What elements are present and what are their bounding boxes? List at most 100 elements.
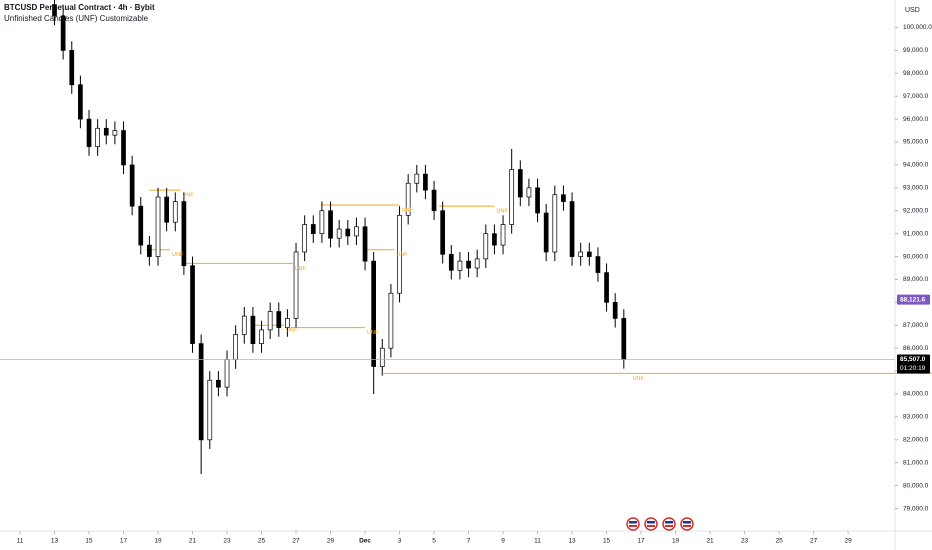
countdown: 01:20:19	[900, 365, 926, 372]
unf-label: UNF	[182, 193, 194, 199]
candle-body	[569, 201, 575, 257]
candle-body	[259, 329, 264, 344]
candle-body	[474, 258, 480, 269]
x-tick-label: 13	[51, 538, 59, 545]
candle-body	[60, 15, 66, 51]
candle-body	[52, 4, 57, 17]
unf-label: UNF	[172, 252, 184, 258]
x-tick-label: 19	[672, 538, 680, 545]
candle-body	[440, 210, 446, 255]
x-tick-label: 19	[154, 538, 162, 545]
candle-body	[379, 347, 385, 367]
x-tick-label: 23	[741, 538, 749, 545]
y-tick-label: 89,000.0	[903, 276, 929, 283]
y-tick-label: 95,000.0	[903, 139, 929, 146]
y-tick-label: 100,000.0	[903, 24, 932, 31]
candle-body	[371, 260, 377, 367]
marker-label: 88,121.6	[900, 296, 926, 303]
candle-body	[190, 265, 195, 344]
candle-body	[543, 212, 549, 253]
candle-body	[483, 233, 489, 260]
candle-body	[69, 50, 75, 86]
x-tick-label: 25	[258, 538, 266, 545]
unf-label: UNF	[295, 266, 307, 272]
y-tick-label: 92,000.0	[903, 207, 929, 214]
candle-body	[138, 205, 144, 246]
y-tick-label: 84,000.0	[903, 391, 929, 398]
x-tick-label: 17	[637, 538, 645, 545]
unf-label: UNF	[633, 376, 645, 382]
candle-body	[328, 210, 333, 239]
x-tick-label: 5	[432, 538, 436, 545]
candle-body	[95, 127, 100, 147]
candle-body	[302, 224, 308, 253]
candle-body	[267, 311, 273, 331]
candle-body	[250, 315, 256, 344]
candle-body	[612, 302, 618, 319]
candle-body	[517, 169, 523, 198]
candle-body	[86, 118, 92, 147]
y-tick-label: 80,000.0	[903, 482, 929, 489]
candle-body	[216, 379, 221, 388]
candle-body	[310, 224, 316, 235]
last-price-label: 85,507.0	[900, 356, 926, 363]
y-tick-label: 82,000.0	[903, 437, 929, 444]
x-tick-label: 9	[501, 538, 505, 545]
candle-body	[241, 315, 247, 335]
x-tick-label: 15	[603, 538, 611, 545]
y-tick-label: 94,000.0	[903, 162, 929, 169]
candle-body	[181, 201, 187, 267]
candle-body	[414, 173, 420, 184]
marker-label-bg	[897, 294, 930, 305]
indicator-name: Unfinished Candles (UNF) Customizable	[4, 14, 149, 23]
y-tick-label: 86,000.0	[903, 345, 929, 352]
candle-body	[431, 189, 437, 212]
x-tick-label: 17	[120, 538, 128, 545]
candle-body	[621, 318, 627, 360]
x-tick-label: 21	[189, 538, 197, 545]
candle-body	[155, 196, 161, 257]
currency: USD	[905, 7, 920, 14]
candle-body	[457, 260, 463, 271]
x-tick-label: 29	[844, 538, 852, 545]
unf-label: UNF	[496, 209, 508, 215]
x-tick-label: 15	[85, 538, 93, 545]
y-tick-label: 81,000.0	[903, 459, 929, 466]
unf-label: UNF	[367, 330, 379, 336]
candle-body	[500, 224, 506, 246]
candle-body	[448, 253, 454, 271]
candle-body	[405, 182, 411, 216]
candle-body	[103, 127, 109, 136]
candle-body	[492, 233, 497, 246]
plot-area	[52, 0, 627, 475]
candle-body	[509, 169, 515, 225]
candle-body	[233, 334, 239, 360]
y-tick-label: 98,000.0	[903, 70, 929, 77]
candle-body	[552, 194, 558, 253]
x-tick-label: 27	[292, 538, 300, 545]
candle-body	[285, 318, 290, 328]
candle-body	[397, 214, 402, 294]
x-tick-label: 11	[534, 538, 541, 545]
candle-body	[466, 260, 471, 269]
candle-body	[586, 251, 592, 257]
candle-body	[388, 292, 394, 349]
y-tick-label: 99,000.0	[903, 47, 929, 54]
candle-body	[526, 187, 532, 198]
candle-body	[345, 228, 351, 237]
candle-body	[319, 210, 325, 235]
x-tick-label: 25	[775, 538, 783, 545]
y-tick-label: 79,000.0	[903, 505, 929, 512]
y-tick-label: 87,000.0	[903, 322, 929, 329]
candle-body	[198, 343, 204, 441]
x-tick-label: 13	[568, 538, 576, 545]
candle-body	[121, 130, 126, 166]
event-flags	[626, 517, 694, 531]
candle-body	[224, 359, 230, 388]
candle-body	[423, 173, 428, 191]
candle-body	[293, 251, 299, 319]
candle-body	[354, 226, 359, 237]
y-tick-label: 90,000.0	[903, 253, 929, 260]
x-tick-label: 11	[17, 538, 24, 545]
